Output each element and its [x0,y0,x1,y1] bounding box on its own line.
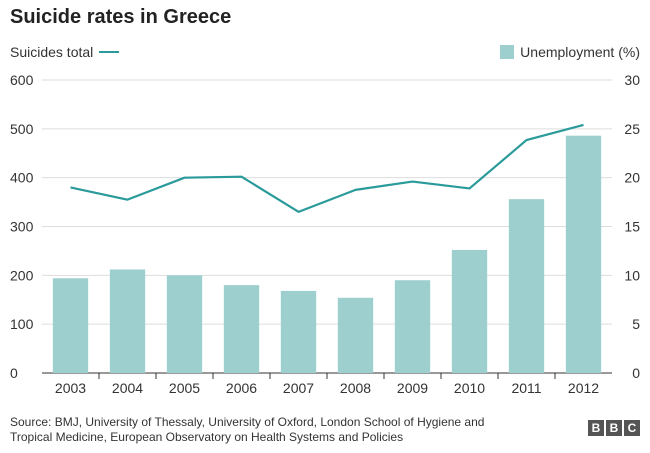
legend-unemployment: Unemployment (%) [500,44,640,60]
bar [109,269,146,373]
y-left-tick-label: 100 [10,316,34,332]
source-note: Source: BMJ, University of Thessaly, Uni… [10,415,485,444]
x-tick-label: 2008 [340,380,371,396]
y-right-tick-label: 25 [624,121,640,137]
y-right-tick-label: 15 [624,219,640,235]
chart-title: Suicide rates in Greece [10,6,232,28]
x-tick-label: 2006 [226,380,257,396]
suicides-line [70,123,584,213]
y-left-tick-label: 300 [10,219,34,235]
y-left-tick-label: 0 [10,365,18,381]
bar [223,285,260,373]
x-tick-label: 2010 [454,380,485,396]
legend-bar-swatch [500,45,515,59]
y-left-tick-label: 400 [10,170,34,186]
bar [166,275,203,373]
bbc-logo-letter-3: C [624,420,640,436]
y-left-tick-label: 600 [10,72,34,88]
legend-unemployment-label: Unemployment (%) [520,44,640,60]
y-left-tick-label: 200 [10,267,34,283]
y-right-tick-label: 10 [624,267,640,283]
bar [451,249,488,373]
x-tick-label: 2012 [568,380,599,396]
x-tick-label: 2005 [169,380,200,396]
x-tick-label: 2007 [283,380,314,396]
y-right-tick-label: 0 [632,365,640,381]
bar [565,135,602,373]
y-left-tick-label: 500 [10,121,34,137]
x-tick-label: 2004 [112,380,143,396]
legend-line-swatch [99,51,120,53]
bar [337,297,374,373]
bbc-logo-letter-2: B [606,420,622,436]
bbc-logo: B B C [588,420,640,436]
legend-suicides-label: Suicides total [10,44,94,60]
bar [508,199,545,373]
legend-suicides: Suicides total [10,44,120,60]
y-right-tick-label: 5 [632,316,640,332]
bar [52,278,89,373]
x-tick-label: 2003 [55,380,86,396]
bar [394,280,431,373]
y-right-tick-label: 30 [624,72,640,88]
bar [280,290,317,373]
x-tick-label: 2011 [511,380,541,396]
bbc-logo-letter-1: B [588,420,604,436]
y-right-tick-label: 20 [624,170,640,186]
x-tick-label: 2009 [397,380,428,396]
